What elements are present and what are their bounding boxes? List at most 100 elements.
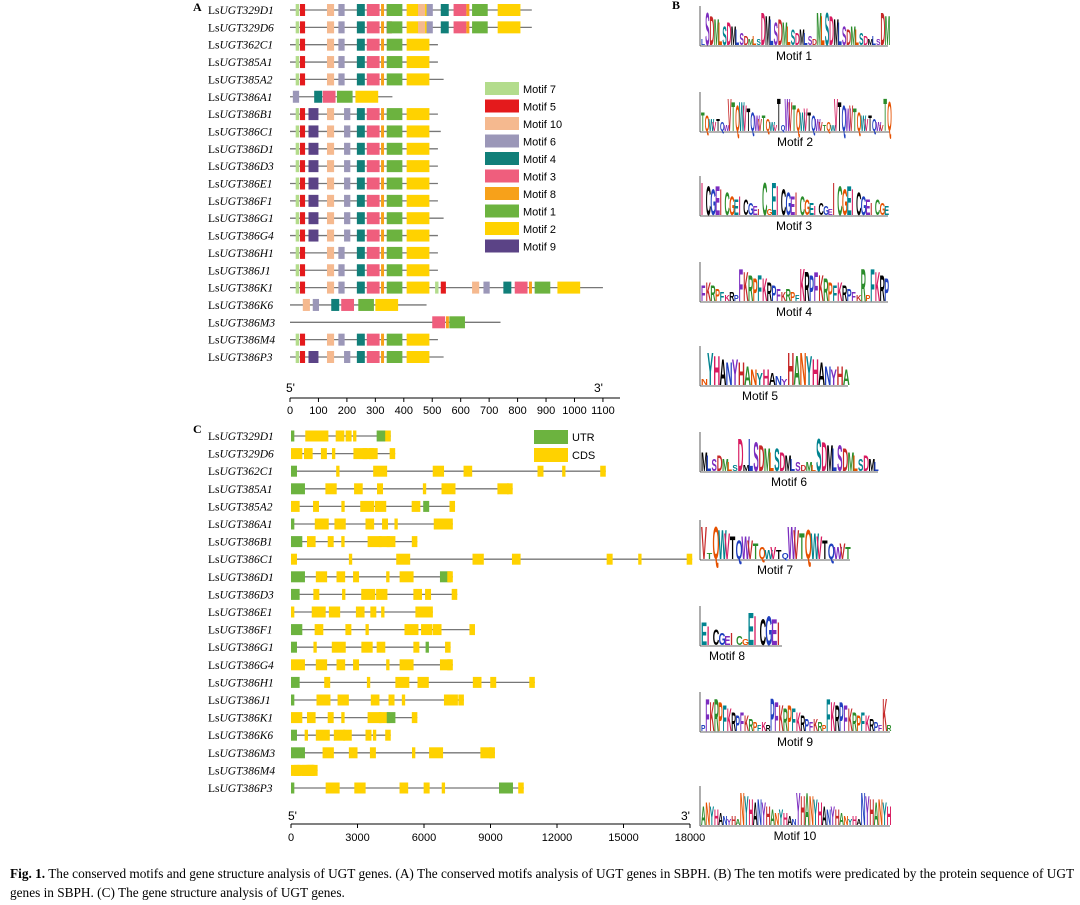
logo-glyph: N xyxy=(750,364,757,390)
cds-box xyxy=(394,518,398,530)
utr-box xyxy=(291,694,295,706)
motif-box xyxy=(358,298,374,311)
legend-swatch xyxy=(485,134,519,148)
cds-box xyxy=(361,641,373,653)
motif-box xyxy=(308,194,319,207)
motif-box xyxy=(338,38,345,51)
logo-glyph: V xyxy=(793,523,799,569)
logo-glyph: R xyxy=(861,260,866,312)
motif-box xyxy=(295,212,300,225)
utr-box xyxy=(291,588,300,600)
cds-box xyxy=(451,588,458,600)
panel-a-legend: Motif 7 Motif 5 Motif 10 Motif 6 Motif 4 Moti… xyxy=(485,82,562,254)
motif-box xyxy=(426,21,433,34)
logo-glyph: P xyxy=(715,285,720,305)
cds-box xyxy=(312,764,318,776)
motif-box xyxy=(356,333,365,346)
logo-glyph: Y xyxy=(882,796,887,832)
logo-glyph: M xyxy=(816,4,821,56)
axis-tick-label: 1100 xyxy=(591,405,615,417)
logo-glyph: I xyxy=(851,182,853,224)
logo-glyph: R xyxy=(818,721,823,735)
logo-glyph: V xyxy=(804,102,808,138)
motif-box xyxy=(366,194,380,207)
motif-box xyxy=(386,108,403,121)
logo-glyph: K xyxy=(706,278,711,308)
logo-glyph: Y xyxy=(796,784,800,836)
logo-glyph: K xyxy=(882,690,887,742)
logo-glyph: L xyxy=(832,442,837,478)
logo-glyph: H xyxy=(714,805,719,831)
motif-box xyxy=(295,333,300,346)
motif-box xyxy=(299,212,306,225)
motif-box xyxy=(381,73,385,86)
cds-box xyxy=(638,553,642,565)
logo-glyph: W xyxy=(754,112,760,137)
motif-box xyxy=(299,177,306,190)
logo-glyph: M xyxy=(868,37,873,47)
logo-glyph: Y xyxy=(710,802,714,832)
logo-glyph: G xyxy=(861,192,867,222)
motif-box xyxy=(381,4,385,16)
logo-glyph: Q xyxy=(736,536,743,566)
gene-label: LsUGT362C1 xyxy=(208,466,273,478)
cds-box xyxy=(433,518,448,530)
logo-glyph: V xyxy=(728,90,732,142)
logo-glyph: H xyxy=(818,796,823,832)
motif-row: LsUGT329D1 xyxy=(208,4,532,17)
motif-box xyxy=(299,281,306,294)
cds-box xyxy=(311,606,326,618)
logo-glyph: P xyxy=(866,294,871,303)
logo-glyph: M xyxy=(799,26,804,50)
logo-glyph: E xyxy=(771,612,777,653)
legend-label: Motif 8 xyxy=(523,189,556,201)
utr-box xyxy=(291,430,295,442)
motif-box xyxy=(497,21,521,34)
cds-box xyxy=(317,430,329,442)
cds-box xyxy=(386,536,396,548)
logo-glyph: K xyxy=(743,265,748,311)
logo-glyph: T xyxy=(853,102,857,138)
logo-glyph: W xyxy=(800,107,806,137)
logo-glyph: D xyxy=(780,448,786,478)
gene-structure-row: LsUGT386G1 xyxy=(208,641,451,654)
logo-glyph: S xyxy=(774,16,778,52)
motif-box xyxy=(528,281,532,294)
logo-glyph: A xyxy=(701,802,706,832)
gene-label: LsUGT386C1 xyxy=(208,126,273,138)
motif-box xyxy=(386,177,403,190)
motif-box xyxy=(366,177,380,190)
logo-glyph: R xyxy=(835,698,840,740)
cds-box xyxy=(376,588,388,600)
logo-glyph: V xyxy=(834,90,838,142)
logo-glyph: M xyxy=(764,442,771,478)
logo-glyph: V xyxy=(864,115,868,135)
motif-box xyxy=(295,246,300,259)
logo-glyph: D xyxy=(846,26,851,50)
cds-box xyxy=(304,448,313,460)
motif-row: LsUGT386P3 xyxy=(208,351,444,364)
motif-box xyxy=(295,264,300,277)
logo-glyph: N xyxy=(809,789,814,835)
motif-box xyxy=(322,90,336,103)
motif-box xyxy=(308,160,319,173)
logo-glyph: V xyxy=(743,97,747,139)
logo-glyph: G xyxy=(842,182,848,224)
logo-glyph: S xyxy=(795,460,800,474)
logo-glyph: R xyxy=(823,272,828,308)
motif-box xyxy=(514,281,528,294)
logo-glyph: F xyxy=(757,723,762,733)
cds-box xyxy=(445,641,451,653)
logo-glyph: R xyxy=(786,285,791,305)
motif-row: LsUGT385A1 xyxy=(208,56,438,69)
cds-box xyxy=(313,641,317,653)
motif-box xyxy=(356,351,365,363)
logo-glyph: C xyxy=(781,182,786,224)
logo-glyph: V xyxy=(770,543,776,563)
motif-box xyxy=(292,90,300,103)
logo-glyph: A xyxy=(818,358,825,393)
cds-box xyxy=(447,518,453,530)
logo-glyph: C xyxy=(760,612,767,653)
motif-box xyxy=(381,21,385,34)
